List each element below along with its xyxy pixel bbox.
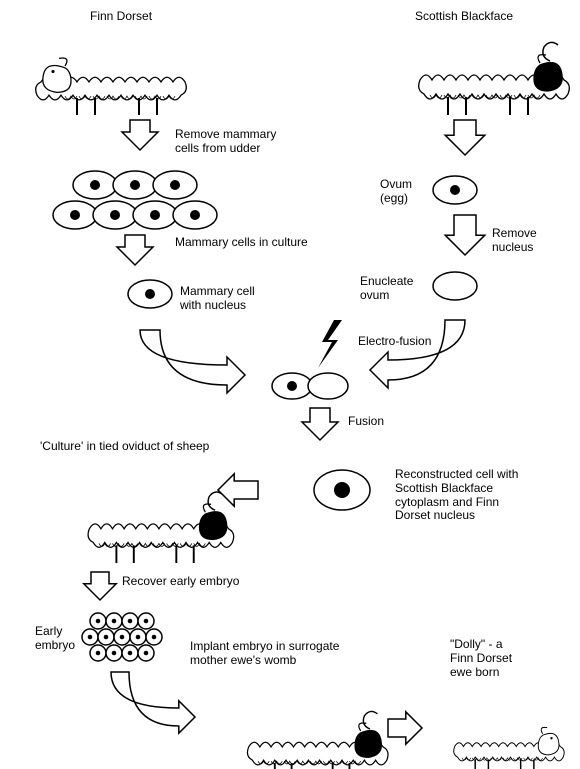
sheep-culture_sheep: [88, 492, 234, 563]
lightning-bolt-icon: [318, 320, 342, 368]
reconstructed-cell: [314, 470, 370, 510]
arrow-a11: [388, 712, 422, 744]
mammary-single-cell: [128, 280, 172, 308]
arrow-a7: [302, 408, 338, 440]
sheep-surrogate: [247, 711, 388, 769]
arrow-a9: [84, 572, 116, 600]
sheep-dolly: [454, 727, 564, 769]
arrow-a2: [117, 235, 153, 265]
early-embryo: [82, 613, 162, 661]
arrow-a1: [122, 120, 158, 150]
sheep-finn_dorset: [36, 58, 187, 115]
enucleate-cell: [433, 272, 477, 300]
sheep-scot_blackface: [419, 42, 570, 115]
mammary-cells-cluster: [53, 171, 217, 229]
fusion-pair: [272, 373, 348, 399]
ovum-cell: [433, 176, 477, 204]
arrow-a6: [370, 320, 465, 388]
arrow-a8: [218, 474, 258, 506]
arrow-a4: [445, 215, 485, 255]
arrow-a5: [140, 330, 245, 393]
arrow-a3: [445, 120, 485, 155]
arrow-a10: [111, 672, 195, 733]
diagram-svg: [0, 0, 580, 769]
